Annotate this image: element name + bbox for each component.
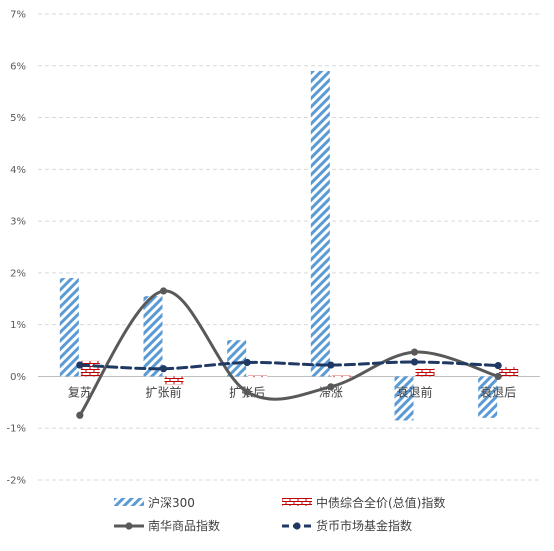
- lines: [76, 287, 502, 419]
- point-money-market: [494, 361, 502, 370]
- y-tick-label: 1%: [10, 320, 26, 331]
- point-nanhua-commodity: [410, 348, 419, 356]
- point-money-market: [410, 358, 419, 366]
- bar-csi300: [227, 340, 247, 377]
- y-tick-label: 7%: [10, 10, 26, 21]
- y-tick-label: 6%: [10, 61, 26, 72]
- bar-bond-index: [499, 367, 519, 377]
- bar-csi300: [478, 376, 498, 418]
- point-money-market: [327, 361, 335, 369]
- x-axis-category-labels: 复苏扩张前扩张后滞涨衰退前衰退后: [68, 384, 516, 399]
- bar-bond-index: [164, 376, 184, 385]
- y-tick-label: 0%: [10, 372, 26, 383]
- legend-marker: [125, 522, 133, 530]
- legend-label: 南华商品指数: [148, 518, 220, 533]
- point-money-market: [243, 358, 251, 367]
- legend-label: 沪深300: [148, 496, 195, 510]
- line-nanhua-commodity: [78, 289, 500, 417]
- bar-csi300: [310, 70, 330, 377]
- point-nanhua-commodity: [243, 388, 251, 396]
- point-nanhua-commodity: [76, 411, 84, 419]
- bar-csi300: [143, 296, 163, 377]
- bar-csi300: [59, 278, 79, 377]
- bar-csi300: [394, 376, 414, 421]
- x-category-label: 衰退前: [396, 384, 432, 399]
- x-category-label: 扩张前: [145, 384, 181, 399]
- legend-marker: [293, 522, 301, 530]
- y-tick-label: 3%: [10, 217, 26, 228]
- x-category-label: 衰退后: [480, 384, 516, 399]
- y-tick-label: -1%: [7, 424, 26, 435]
- point-nanhua-commodity: [327, 383, 335, 391]
- bar-bond-index: [80, 360, 100, 377]
- y-tick-label: 4%: [10, 165, 26, 176]
- legend-label: 货币市场基金指数: [316, 518, 412, 533]
- y-tick-label: -2%: [7, 476, 26, 487]
- y-tick-label: 5%: [10, 113, 26, 124]
- bar-bond-index: [415, 368, 435, 377]
- line-money-market: [78, 360, 500, 371]
- legend-label: 中债综合全价(总值)指数: [316, 495, 445, 510]
- point-nanhua-commodity: [159, 287, 168, 295]
- bar-bond-index: [248, 375, 268, 378]
- point-money-market: [76, 361, 84, 369]
- point-nanhua-commodity: [494, 372, 502, 381]
- bars: [59, 70, 519, 421]
- y-tick-label: 2%: [10, 268, 26, 279]
- gridlines: [38, 13, 540, 481]
- x-category-label: 复苏: [68, 385, 92, 399]
- bar-bond-index: [331, 375, 351, 378]
- point-money-market: [159, 365, 168, 373]
- legend-swatch: [114, 498, 144, 506]
- legend-swatch: [282, 498, 312, 506]
- y-axis-tick-labels: -2% -1% 0% 1% 2% 3% 4% 5% 6% 7%: [7, 10, 26, 487]
